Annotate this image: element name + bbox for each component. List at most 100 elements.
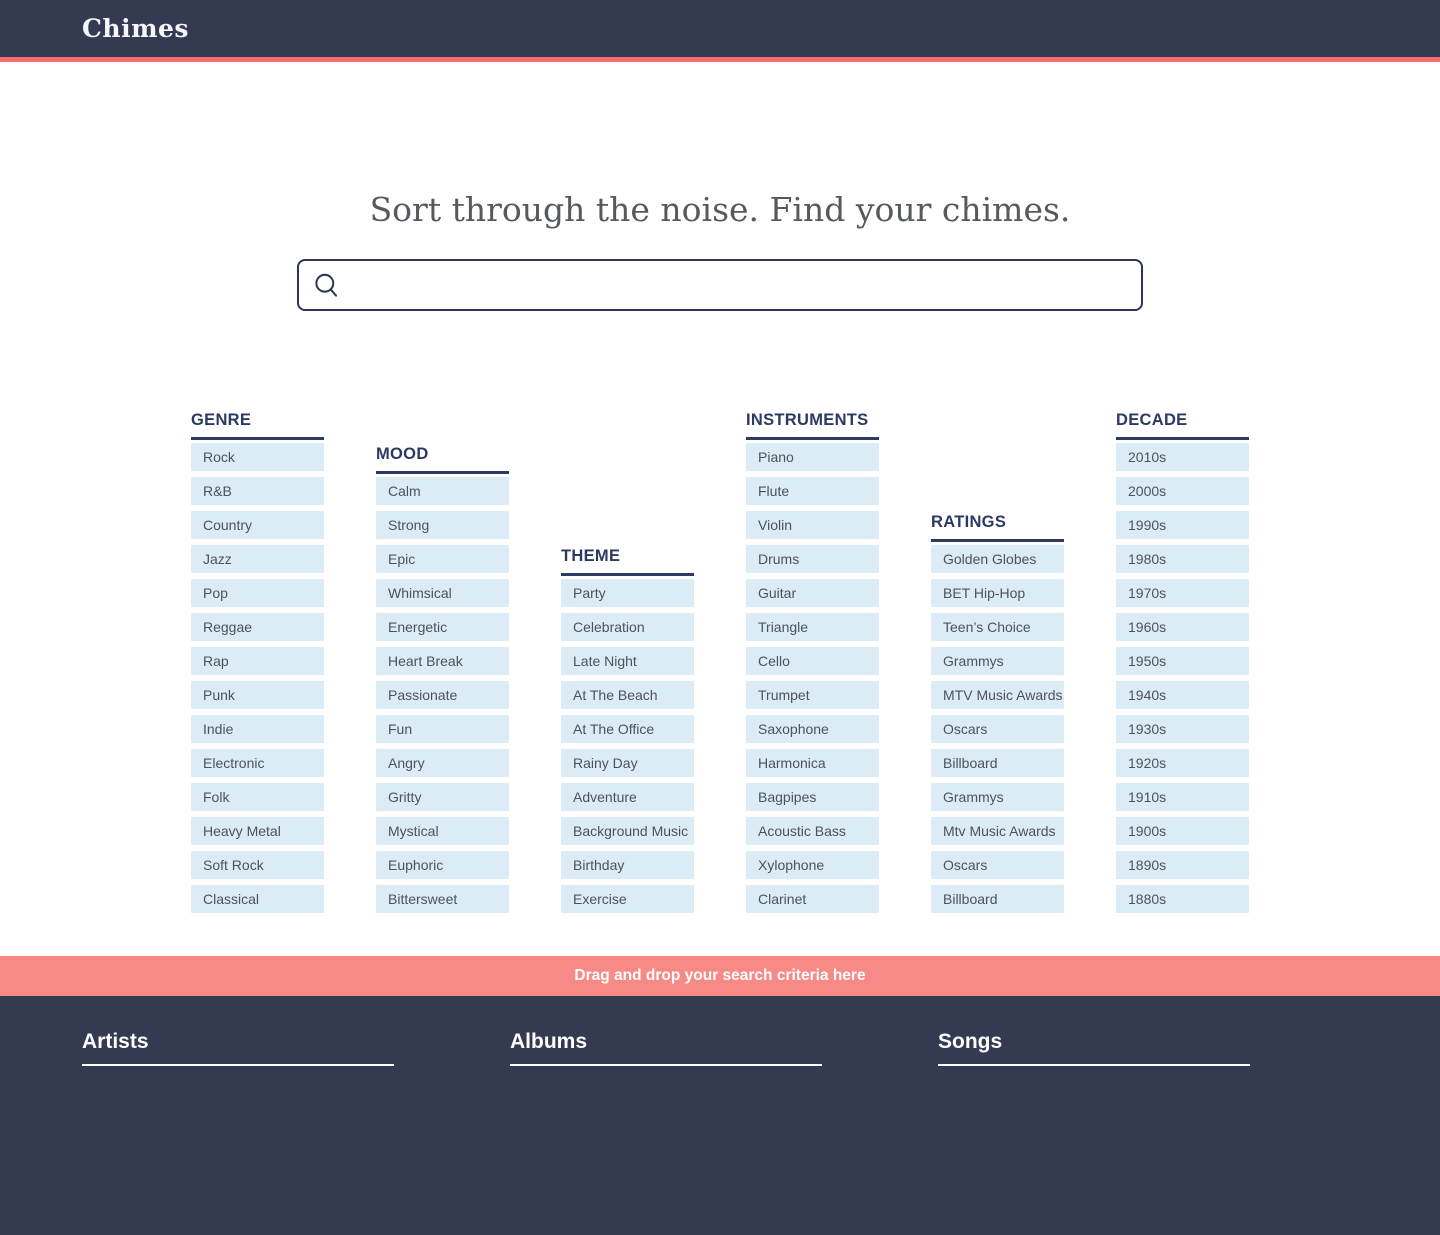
- filter-chip[interactable]: Exercise: [561, 885, 694, 913]
- filter-chip[interactable]: Country: [191, 511, 324, 539]
- filter-chip[interactable]: Bittersweet: [376, 885, 509, 913]
- filter-chip[interactable]: Passionate: [376, 681, 509, 709]
- filter-chip[interactable]: 1990s: [1116, 511, 1249, 539]
- filter-columns: GENRE Rock R&B Country Jazz Pop Reggae Rap Punk…: [0, 410, 1440, 919]
- filter-chip[interactable]: Trumpet: [746, 681, 879, 709]
- filter-chip[interactable]: Indie: [191, 715, 324, 743]
- filter-chip[interactable]: Piano: [746, 443, 879, 471]
- search-input[interactable]: [350, 261, 1127, 309]
- filter-chip[interactable]: Euphoric: [376, 851, 509, 879]
- filter-chip[interactable]: R&B: [191, 477, 324, 505]
- filter-chip[interactable]: Gritty: [376, 783, 509, 811]
- filter-chip[interactable]: Heart Break: [376, 647, 509, 675]
- results-section-artists: Artists: [82, 1030, 394, 1235]
- filter-column-heading-decade: DECADE: [1116, 410, 1249, 440]
- filter-chip[interactable]: Energetic: [376, 613, 509, 641]
- filter-chip[interactable]: Soft Rock: [191, 851, 324, 879]
- filter-chip[interactable]: Punk: [191, 681, 324, 709]
- filter-chip[interactable]: Grammys: [931, 647, 1064, 675]
- drop-banner-label: Drag and drop your search criteria here: [574, 967, 866, 984]
- drop-zone-banner[interactable]: Drag and drop your search criteria here: [0, 956, 1440, 996]
- filter-column-heading-ratings: RATINGS: [931, 512, 1064, 542]
- results-footer: Artists Albums Songs: [0, 996, 1440, 1235]
- filter-chip[interactable]: 1910s: [1116, 783, 1249, 811]
- filter-chip[interactable]: 1980s: [1116, 545, 1249, 573]
- filter-chip[interactable]: Golden Globes: [931, 545, 1064, 573]
- accent-divider: [0, 57, 1440, 62]
- filter-chip[interactable]: Oscars: [931, 851, 1064, 879]
- filter-chip[interactable]: 1950s: [1116, 647, 1249, 675]
- filter-chip[interactable]: Reggae: [191, 613, 324, 641]
- filter-column-theme: THEME Party Celebration Late Night At The B…: [561, 546, 694, 919]
- filter-chip[interactable]: Billboard: [931, 885, 1064, 913]
- filter-chip[interactable]: Late Night: [561, 647, 694, 675]
- filter-chip[interactable]: Mtv Music Awards: [931, 817, 1064, 845]
- filter-chip[interactable]: 1900s: [1116, 817, 1249, 845]
- filter-chip[interactable]: Whimsical: [376, 579, 509, 607]
- filter-chip[interactable]: Background Music: [561, 817, 694, 845]
- filter-chip[interactable]: 2010s: [1116, 443, 1249, 471]
- filter-column-instruments: INSTRUMENTS Piano Flute Violin Drums Guitar T…: [746, 410, 879, 919]
- filter-chip[interactable]: Adventure: [561, 783, 694, 811]
- filter-chip[interactable]: Bagpipes: [746, 783, 879, 811]
- filter-column-decade: DECADE 2010s 2000s 1990s 1980s 1970s 1960s 195…: [1116, 410, 1249, 919]
- filter-chip[interactable]: Jazz: [191, 545, 324, 573]
- filter-chip[interactable]: 1970s: [1116, 579, 1249, 607]
- filter-chip[interactable]: Billboard: [931, 749, 1064, 777]
- filter-column-heading-instruments: INSTRUMENTS: [746, 410, 879, 440]
- filter-chip[interactable]: Xylophone: [746, 851, 879, 879]
- filter-chip[interactable]: Violin: [746, 511, 879, 539]
- app-logo[interactable]: Chimes: [82, 14, 190, 43]
- filter-chip[interactable]: 1960s: [1116, 613, 1249, 641]
- filter-chip[interactable]: Triangle: [746, 613, 879, 641]
- filter-chip[interactable]: Angry: [376, 749, 509, 777]
- filter-chip[interactable]: Drums: [746, 545, 879, 573]
- results-section-songs: Songs: [938, 1030, 1250, 1235]
- filter-chip[interactable]: 1930s: [1116, 715, 1249, 743]
- filter-chip[interactable]: MTV Music Awards: [931, 681, 1064, 709]
- filter-chip[interactable]: Cello: [746, 647, 879, 675]
- filter-chip[interactable]: Guitar: [746, 579, 879, 607]
- filter-chip[interactable]: Grammys: [931, 783, 1064, 811]
- chip-list-mood: Calm Strong Epic Whimsical Energetic Heart Br…: [376, 477, 509, 913]
- search-box[interactable]: [297, 259, 1143, 311]
- filter-chip[interactable]: 1890s: [1116, 851, 1249, 879]
- filter-chip[interactable]: Acoustic Bass: [746, 817, 879, 845]
- filter-chip[interactable]: Saxophone: [746, 715, 879, 743]
- filter-chip[interactable]: Epic: [376, 545, 509, 573]
- filter-chip[interactable]: Flute: [746, 477, 879, 505]
- filter-chip[interactable]: 1880s: [1116, 885, 1249, 913]
- filter-column-heading-genre: GENRE: [191, 410, 324, 440]
- filter-chip[interactable]: Rap: [191, 647, 324, 675]
- filter-chip[interactable]: 2000s: [1116, 477, 1249, 505]
- filter-chip[interactable]: Heavy Metal: [191, 817, 324, 845]
- main-content: Sort through the noise. Find your chimes…: [0, 188, 1440, 996]
- chip-list-ratings: Golden Globes BET Hip-Hop Teen’s Choice Gra…: [931, 545, 1064, 913]
- filter-chip[interactable]: Mystical: [376, 817, 509, 845]
- filter-chip[interactable]: Birthday: [561, 851, 694, 879]
- filter-chip[interactable]: Celebration: [561, 613, 694, 641]
- filter-chip[interactable]: At The Beach: [561, 681, 694, 709]
- filter-chip[interactable]: Fun: [376, 715, 509, 743]
- filter-chip[interactable]: 1940s: [1116, 681, 1249, 709]
- filter-column-mood: MOOD Calm Strong Epic Whimsical Energetic Hea…: [376, 444, 509, 919]
- filter-chip[interactable]: 1920s: [1116, 749, 1249, 777]
- navbar: Chimes: [0, 0, 1440, 57]
- filter-chip[interactable]: At The Office: [561, 715, 694, 743]
- filter-chip[interactable]: Rainy Day: [561, 749, 694, 777]
- filter-chip[interactable]: Strong: [376, 511, 509, 539]
- filter-chip[interactable]: Rock: [191, 443, 324, 471]
- filter-column-ratings: RATINGS Golden Globes BET Hip-Hop Teen’s C…: [931, 512, 1064, 919]
- filter-chip[interactable]: Clarinet: [746, 885, 879, 913]
- filter-chip[interactable]: Pop: [191, 579, 324, 607]
- filter-chip[interactable]: BET Hip-Hop: [931, 579, 1064, 607]
- filter-chip[interactable]: Oscars: [931, 715, 1064, 743]
- filter-chip[interactable]: Folk: [191, 783, 324, 811]
- filter-chip[interactable]: Calm: [376, 477, 509, 505]
- chip-list-genre: Rock R&B Country Jazz Pop Reggae Rap Punk Indie E…: [191, 443, 324, 913]
- filter-chip[interactable]: Party: [561, 579, 694, 607]
- filter-chip[interactable]: Electronic: [191, 749, 324, 777]
- filter-chip[interactable]: Harmonica: [746, 749, 879, 777]
- filter-chip[interactable]: Teen’s Choice: [931, 613, 1064, 641]
- filter-chip[interactable]: Classical: [191, 885, 324, 913]
